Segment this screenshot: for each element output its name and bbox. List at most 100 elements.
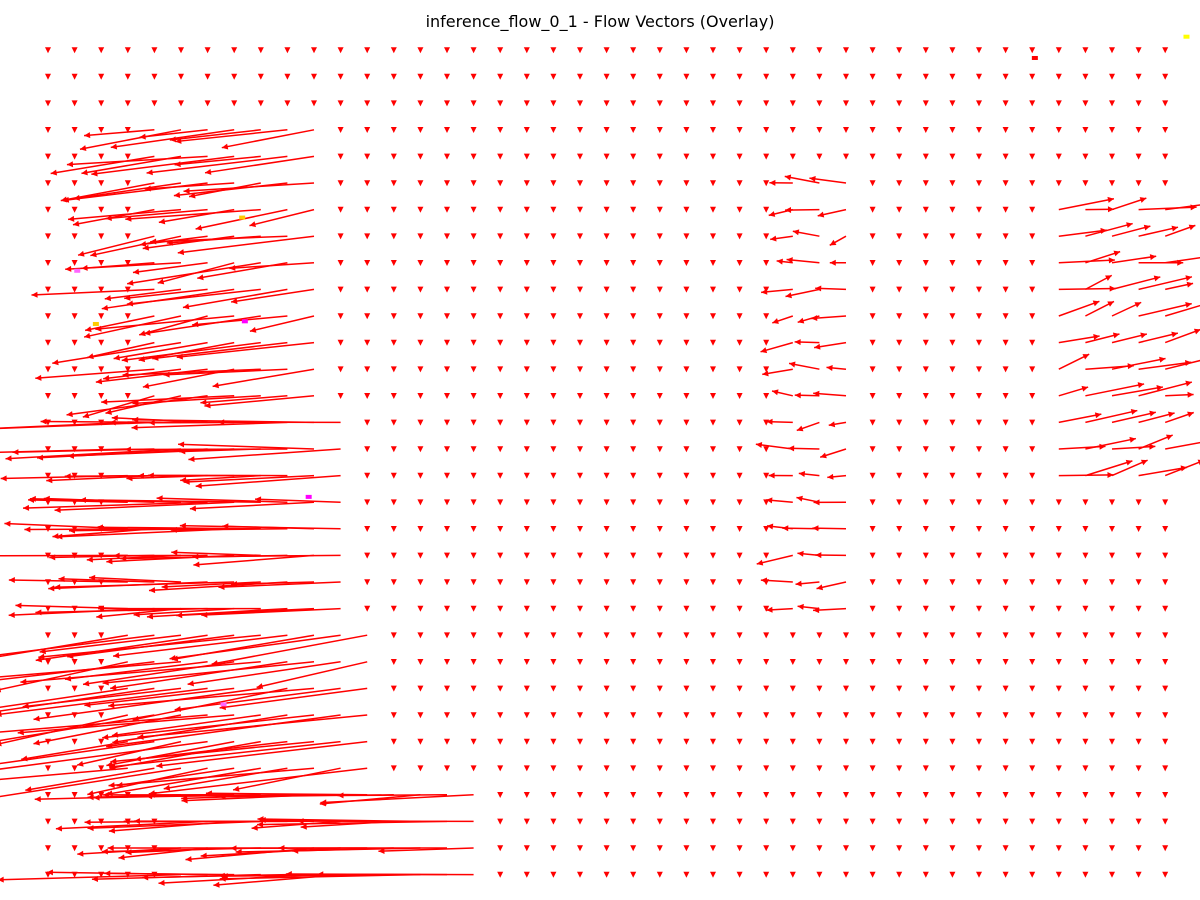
flow-vector [656, 552, 663, 559]
flow-vector [630, 180, 637, 187]
flow-vector [922, 206, 929, 213]
flow-vector [1002, 552, 1009, 559]
flow-vector [249, 315, 315, 333]
flow-vector [1135, 499, 1142, 506]
flow-vector [736, 499, 743, 506]
flow-vector [523, 499, 530, 506]
flow-vector [603, 685, 610, 692]
flow-vector [390, 738, 397, 745]
flow-vector [364, 579, 371, 586]
flow-vector [710, 419, 716, 426]
flow-vector [417, 658, 424, 665]
flow-vector [1002, 126, 1009, 133]
flow-vector [124, 73, 131, 80]
flow-vector [98, 100, 105, 107]
flow-vector [231, 73, 238, 80]
flow-vector [470, 446, 477, 453]
flow-vector [89, 574, 182, 583]
flow-vector [896, 525, 903, 532]
flow-vector [15, 602, 128, 610]
flow-vector [79, 129, 182, 152]
flow-vector [550, 259, 557, 266]
flow-vector [54, 501, 235, 513]
flow-vector [603, 871, 610, 878]
flow-vector [66, 155, 208, 168]
flow-vector [869, 845, 876, 852]
flow-vector [869, 579, 876, 586]
flow-vector [1138, 225, 1179, 237]
flow-vector [816, 581, 847, 591]
flow-vector [630, 472, 637, 479]
flow-vector [976, 73, 982, 80]
flow-vector [1109, 605, 1115, 612]
flow-vector [1162, 126, 1169, 133]
flow-vector [124, 286, 131, 293]
flow-vector [231, 47, 238, 54]
flow-vector [1138, 434, 1173, 450]
flow-vector [1058, 334, 1100, 344]
overlay-mark [1183, 34, 1190, 39]
flow-vector [497, 712, 504, 719]
flow-vector [789, 845, 796, 852]
flow-vector [630, 791, 637, 798]
flow-vector [1082, 579, 1089, 586]
flow-vector [577, 499, 583, 506]
flow-vector [603, 73, 610, 80]
flow-vector [1111, 410, 1156, 424]
flow-vector [813, 607, 847, 614]
flow-vector [1055, 579, 1062, 586]
flow-vector [124, 100, 131, 107]
flow-vector [1109, 126, 1115, 133]
flow-vector [896, 73, 903, 80]
flow-vector [814, 341, 847, 350]
flow-vector [736, 206, 743, 213]
flow-vector [630, 259, 637, 266]
flow-vector [683, 153, 690, 160]
flow-vector [949, 632, 956, 639]
flow-vector [736, 818, 743, 825]
flow-vector [132, 395, 261, 407]
flow-vector [762, 368, 793, 377]
flow-vector [103, 791, 235, 798]
flow-vector [550, 419, 557, 426]
flow-vector [76, 740, 182, 767]
flow-vector [137, 714, 368, 740]
flow-vector [550, 339, 557, 346]
flow-vector [577, 738, 583, 745]
flow-vector [577, 791, 583, 798]
flow-vector [98, 180, 105, 187]
flow-vector [284, 100, 291, 107]
flow-vector [869, 73, 876, 80]
flow-vector [603, 206, 610, 213]
flow-vector [470, 180, 477, 187]
flow-vector [113, 552, 208, 559]
flow-vector [816, 871, 823, 878]
flow-vector [869, 632, 876, 639]
flow-vector [630, 579, 637, 586]
flow-vector [656, 73, 663, 80]
flow-vector [949, 525, 956, 532]
flow-vector [656, 791, 663, 798]
flow-vector [1002, 632, 1009, 639]
flow-vector [816, 126, 823, 133]
flow-vector [71, 658, 78, 665]
flow-vector [869, 126, 876, 133]
flow-vector [71, 791, 78, 798]
flow-vector [763, 259, 770, 266]
flow-vector [417, 579, 424, 586]
flow-vector [869, 472, 876, 479]
flow-vector [869, 419, 876, 426]
flow-vector [174, 687, 341, 712]
flow-vector [523, 206, 530, 213]
flow-vector [789, 126, 796, 133]
flow-vector [683, 47, 690, 54]
flow-vector [896, 366, 903, 373]
flow-vector [710, 339, 716, 346]
flow-vector [550, 552, 557, 559]
flow-vector [755, 441, 793, 450]
flow-vector [444, 738, 450, 745]
flow-vector [102, 661, 315, 686]
flow-vector [683, 818, 690, 825]
flow-vector [683, 499, 690, 506]
